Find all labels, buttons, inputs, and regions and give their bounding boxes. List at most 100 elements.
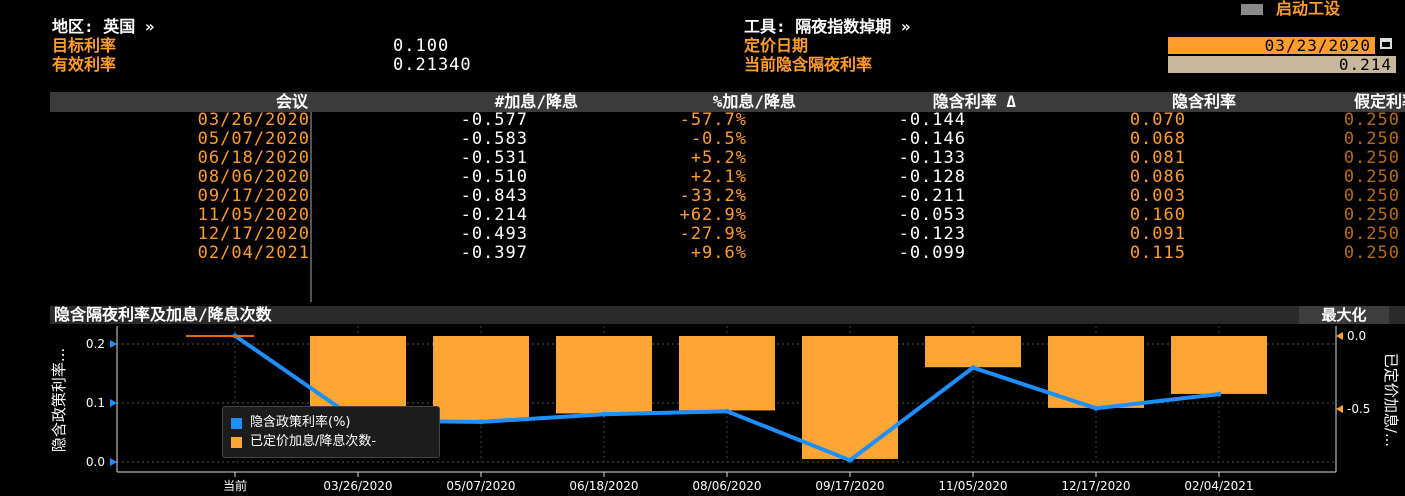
col-meeting[interactable]: 会议 — [275, 92, 308, 111]
x-tick-label: 09/17/2020 — [815, 479, 884, 493]
table-cell-meeting: 06/18/2020 — [197, 148, 310, 168]
table-cell-implied-rate-delta: -0.133 — [898, 148, 966, 168]
table-cell-hikes-cuts-pct: -57.7% — [679, 110, 747, 130]
table-cell-hikes-cuts-count: -0.214 — [460, 205, 528, 225]
legend-bar-swatch — [231, 437, 242, 448]
left-tick-marker — [110, 340, 117, 348]
pricing-date-input[interactable]: 03/23/2020 — [1168, 37, 1375, 54]
chart-legend — [222, 406, 440, 458]
table-separator — [310, 112, 312, 302]
table-cell-implied-rate-delta: -0.128 — [898, 167, 966, 187]
table-cell-meeting: 11/05/2020 — [197, 205, 310, 225]
legend-line-swatch — [231, 418, 242, 429]
x-tick-label: 02/04/2021 — [1184, 479, 1253, 493]
table-cell-hikes-cuts-count: -0.493 — [460, 224, 528, 244]
table-cell-meeting: 08/06/2020 — [197, 167, 310, 187]
table-cell-hikes-cuts-pct: +2.1% — [690, 167, 747, 187]
table-cell-implied-rate-delta: -0.123 — [898, 224, 966, 244]
table-cell-assumed-rate-change: 0.250 — [1343, 243, 1400, 263]
line-point — [1216, 391, 1222, 397]
right-axis-title: 已定价加息/... — [1382, 353, 1400, 447]
right-tick-marker — [1336, 332, 1343, 340]
table-cell-implied-rate: 0.003 — [1129, 186, 1186, 206]
table-cell-assumed-rate-change: 0.250 — [1343, 129, 1400, 149]
table-cell-implied-rate: 0.115 — [1129, 243, 1186, 263]
launch-button[interactable]: 启动工设 — [1276, 0, 1341, 18]
table-header: 会议 #加息/降息 %加息/降息 隐含利率 Δ 隐含利率 假定利率变动 — [50, 92, 1405, 112]
table-cell-hikes-cuts-pct: -27.9% — [679, 224, 747, 244]
pricing-date-label: 定价日期 — [744, 36, 809, 55]
table-cell-meeting: 12/17/2020 — [197, 224, 310, 244]
line-point — [1093, 405, 1099, 411]
table-cell-hikes-cuts-pct: -33.2% — [679, 186, 747, 206]
table-cell-assumed-rate-change: 0.250 — [1343, 205, 1400, 225]
table-cell-meeting: 05/07/2020 — [197, 129, 310, 149]
col-hikes-cuts-pct[interactable]: %加息/降息 — [712, 92, 796, 111]
table-cell-hikes-cuts-count: -0.531 — [460, 148, 528, 168]
maximize-button[interactable]: 最大化 — [1299, 306, 1389, 324]
launch-icon[interactable] — [1241, 4, 1263, 15]
left-tick-marker — [110, 399, 117, 407]
target-rate-label: 目标利率 — [52, 36, 117, 55]
left-tick-label: 0.0 — [86, 455, 105, 469]
table-cell-implied-rate: 0.091 — [1129, 224, 1186, 244]
x-tick-label: 03/26/2020 — [323, 479, 392, 493]
table-cell-assumed-rate-change: 0.250 — [1343, 110, 1400, 130]
table-cell-implied-rate-delta: -0.146 — [898, 129, 966, 149]
table-cell-assumed-rate-change: 0.250 — [1343, 148, 1400, 168]
left-axis-title: 隐含政策利率... — [50, 348, 68, 452]
implied-rate-label: 当前隐含隔夜利率 — [744, 55, 873, 74]
table-cell-hikes-cuts-pct: -0.5% — [690, 129, 747, 149]
table-cell-implied-rate-delta: -0.099 — [898, 243, 966, 263]
table-cell-implied-rate-delta: -0.211 — [898, 186, 966, 206]
effective-rate-label: 有效利率 — [52, 55, 117, 74]
bar — [1171, 336, 1267, 394]
right-tick-label: -0.5 — [1347, 402, 1370, 416]
right-tick-marker — [1336, 404, 1343, 413]
bar — [802, 336, 898, 459]
table-cell-assumed-rate-change: 0.250 — [1343, 167, 1400, 187]
bar — [433, 336, 529, 422]
table-cell-hikes-cuts-count: -0.843 — [460, 186, 528, 206]
col-implied-rate[interactable]: 隐含利率 — [1171, 92, 1236, 111]
target-rate-value: 0.100 — [393, 36, 450, 56]
x-tick-label: 05/07/2020 — [446, 479, 515, 493]
effective-rate-value: 0.21340 — [393, 55, 472, 75]
table-cell-implied-rate: 0.160 — [1129, 205, 1186, 225]
legend-bar-label: 已定价加息/降息次数- — [250, 434, 377, 449]
table-cell-meeting: 03/26/2020 — [197, 110, 310, 130]
table-cell-hikes-cuts-count: -0.397 — [460, 243, 528, 263]
bar — [679, 336, 775, 411]
table-cell-meeting: 02/04/2021 — [197, 243, 310, 263]
table-cell-implied-rate-delta: -0.053 — [898, 205, 966, 225]
table-cell-hikes-cuts-pct: +62.9% — [679, 205, 747, 225]
table-cell-assumed-rate-change: 0.250 — [1343, 186, 1400, 206]
col-implied-rate-delta[interactable]: 隐含利率 Δ — [932, 92, 1016, 111]
col-assumed-rate-change[interactable]: 假定利率变动 — [1353, 92, 1405, 111]
x-tick-label: 当前 — [223, 478, 247, 493]
x-tick-label: 12/17/2020 — [1061, 479, 1130, 493]
left-tick-label: 0.1 — [86, 396, 105, 410]
table-cell-hikes-cuts-count: -0.583 — [460, 129, 528, 149]
table-cell-implied-rate-delta: -0.144 — [898, 110, 966, 130]
chart-title: 隐含隔夜利率及加息/降息次数 — [54, 305, 272, 324]
right-tick-label: 0.0 — [1347, 329, 1366, 343]
instrument-selector[interactable]: 工具: 隔夜指数掉期 » — [744, 17, 911, 36]
calendar-icon[interactable] — [1380, 38, 1392, 49]
table-cell-meeting: 09/17/2020 — [197, 186, 310, 206]
region-selector[interactable]: 地区: 英国 » — [52, 17, 155, 36]
legend-line-label: 隐含政策利率(%) — [250, 415, 351, 430]
col-hikes-cuts-count[interactable]: #加息/降息 — [494, 92, 578, 111]
line-point — [724, 408, 730, 414]
table-cell-implied-rate: 0.081 — [1129, 148, 1186, 168]
x-tick-label: 11/05/2020 — [938, 479, 1007, 493]
x-tick-label: 08/06/2020 — [692, 479, 761, 493]
left-tick-label: 0.2 — [86, 337, 105, 351]
line-point — [847, 457, 853, 463]
table-cell-implied-rate: 0.068 — [1129, 129, 1186, 149]
line-point — [970, 365, 976, 371]
line-point — [478, 419, 484, 425]
table-cell-implied-rate: 0.086 — [1129, 167, 1186, 187]
table-cell-hikes-cuts-count: -0.510 — [460, 167, 528, 187]
